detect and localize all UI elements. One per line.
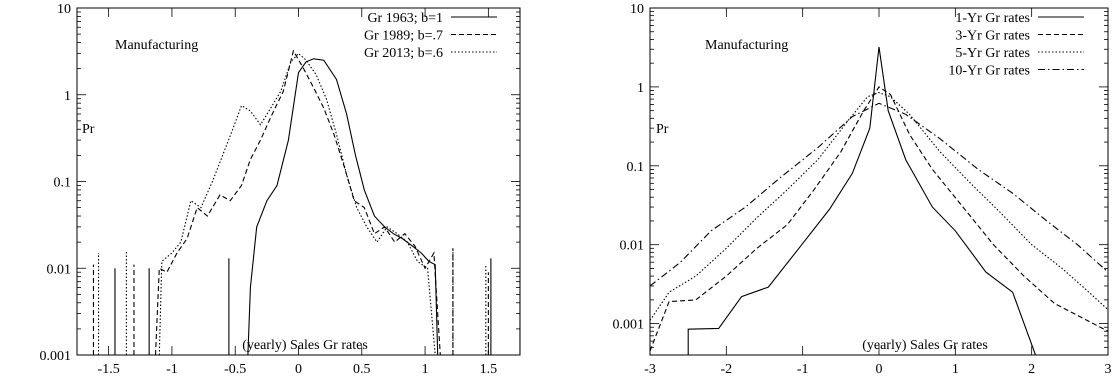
chart-1-legend-label-1: 3-Yr Gr rates — [955, 29, 1030, 44]
chart-0-xtick-label: 0 — [295, 362, 302, 377]
chart-0-ytick-label: 1 — [64, 89, 71, 104]
chart-1-plot-frame — [649, 7, 1109, 356]
right-panel: 0.001 0.01 0.1 1 10 -3 -2 -1 0 1 2 3 1-Yr Gr rates 3-… — [613, 2, 1112, 377]
chart-1-series-1-line — [650, 86, 1108, 352]
chart-0-ytick-label: 0.01 — [47, 262, 72, 277]
chart-1-xtick-label: 2 — [1028, 362, 1035, 377]
chart-0-series-2-line — [158, 52, 436, 355]
chart-1-xtick-label: 1 — [952, 362, 959, 377]
chart-0-series-1-line — [154, 49, 441, 355]
chart-0-ytick-label: 10 — [57, 2, 71, 17]
chart-1-ytick-label: 1 — [637, 81, 644, 96]
chart-1-legend-label-0: 1-Yr Gr rates — [955, 11, 1030, 26]
chart-0-xtick-label: 0.5 — [353, 362, 371, 377]
chart-0-plot-frame — [76, 7, 521, 356]
chart-0-series-0-line — [247, 58, 439, 355]
chart-0-ylabel: Pr — [82, 122, 95, 137]
chart-0-series-group — [92, 49, 520, 355]
chart-1-xtick-label: -2 — [720, 362, 732, 377]
chart-0-xtick-label: -0.5 — [224, 362, 246, 377]
chart-0-xtick-label: 1 — [422, 362, 429, 377]
chart-1-series-0-line — [687, 46, 1037, 355]
chart-1-series-3-line — [650, 102, 1108, 287]
chart-1-series-group — [650, 46, 1108, 355]
chart-0-legend-label-1: Gr 1989; b=.7 — [364, 29, 443, 44]
chart-1-ytick-label: 0.01 — [620, 239, 645, 254]
chart-0-xlabel: (yearly) Sales Gr rates — [242, 338, 368, 353]
chart-1-series-2-line — [650, 91, 1108, 321]
chart-1-ytick-label: 10 — [630, 2, 644, 17]
chart-1-ytick-label: 0.1 — [627, 160, 645, 175]
chart-1-sector-label: Manufacturing — [705, 38, 788, 53]
chart-1-xtick-label: -1 — [797, 362, 809, 377]
chart-0-xtick-label: -1 — [166, 362, 178, 377]
chart-1-xtick-label: -3 — [644, 362, 656, 377]
chart-0-sector-label: Manufacturing — [115, 38, 198, 53]
chart-1-xtick-label: 3 — [1105, 362, 1112, 377]
chart-0-legend-label-0: Gr 1963; b=1 — [367, 11, 443, 26]
chart-0-xtick-label: -1.5 — [98, 362, 120, 377]
chart-1-legend-label-2: 5-Yr Gr rates — [955, 46, 1030, 61]
chart-0-legend-label-2: Gr 2013; b=.6 — [364, 46, 443, 61]
left-panel: 0.001 0.01 0.1 1 10 -1.5 -1 -0.5 0 0.5 1 1.5 Gr 1963… — [40, 2, 521, 377]
chart-1-xtick-label: 0 — [876, 362, 883, 377]
chart-1-ytick-label: 0.001 — [613, 318, 645, 333]
chart-0-ytick-label: 0.001 — [40, 349, 72, 364]
chart-1-ylabel: Pr — [656, 122, 669, 137]
chart-1-xlabel: (yearly) Sales Gr rates — [862, 338, 988, 353]
chart-0-ytick-label: 0.1 — [54, 176, 72, 191]
chart-0-xtick-label: 1.5 — [480, 362, 498, 377]
chart-1-legend-label-3: 10-Yr Gr rates — [948, 64, 1030, 79]
